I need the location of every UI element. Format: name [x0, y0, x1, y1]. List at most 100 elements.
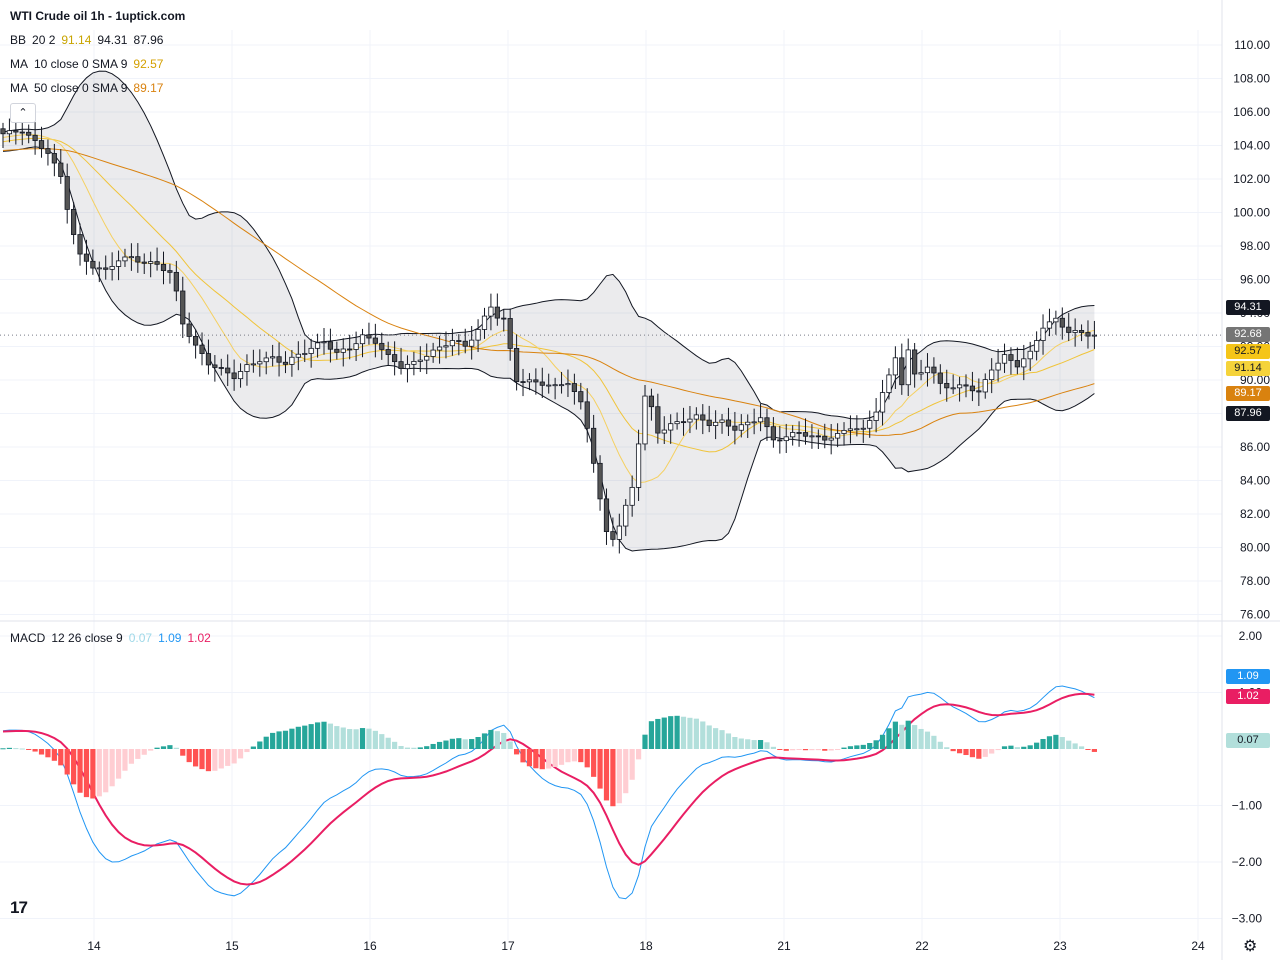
candle-83: [533, 368, 539, 395]
macd-hist-bar-118: [757, 740, 764, 749]
chevron-up-icon[interactable]: ⌃: [10, 103, 36, 123]
macd-hist-bar-30: [193, 749, 199, 767]
legend-macd[interactable]: MACD 12 26 close 9 0.07 1.09 1.02: [10, 630, 217, 646]
macd-hist-bar-41: [263, 736, 269, 749]
gear-icon[interactable]: ⚙: [1243, 938, 1258, 955]
candle-32: [205, 339, 212, 375]
macd-hist-bar-163: [1046, 736, 1053, 749]
candle-40: [257, 349, 263, 377]
candle-11: [71, 202, 77, 245]
tradingview-logo[interactable]: 17: [10, 898, 28, 917]
candle-19: [122, 248, 128, 267]
ma50-line: [2, 148, 1095, 436]
macd-hist-bar-151: [969, 749, 976, 758]
macd-hist-bar-59: [379, 734, 385, 749]
macd-hist-bar-83: [533, 749, 539, 769]
legend-ma50[interactable]: MA 50 close 0 SMA 9 89.17: [10, 80, 169, 96]
macd-hist-bar-13: [83, 749, 90, 798]
candle-15: [96, 261, 102, 283]
macd-hist-bar-32: [205, 749, 212, 772]
macd-hist-bar-37: [237, 749, 244, 759]
candle-124: [796, 421, 802, 447]
macd-hist-bar-116: [745, 739, 751, 749]
candle-3: [19, 121, 25, 146]
candle-111: [713, 410, 719, 440]
candle-77: [494, 293, 500, 326]
macd-hist-bar-26: [167, 745, 173, 749]
macd-hist-bar-102: [655, 718, 661, 749]
macd-hist-bar-16: [103, 749, 109, 793]
macd-hist-bar-167: [1072, 743, 1078, 749]
candle-1: [6, 118, 13, 143]
macd-hist-bar-72: [462, 739, 468, 749]
macd-hist-bar-56: [359, 728, 366, 749]
macd-hist-bar-10: [64, 749, 70, 775]
macd-hist-bar-139: [892, 721, 898, 749]
legend-bb-lower-value: 87.96: [133, 33, 164, 47]
candle-112: [719, 414, 725, 434]
macd-hist-bar-105: [674, 715, 680, 749]
candle-122: [783, 423, 789, 454]
candle-158: [1014, 347, 1020, 375]
macd-hist-bar-4: [26, 749, 32, 750]
candle-9: [58, 149, 64, 184]
candle-46: [295, 341, 301, 371]
candle-166: [1066, 312, 1072, 342]
macd-hist-bar-63: [404, 747, 411, 749]
candle-85: [546, 373, 552, 394]
candle-121: [777, 425, 783, 454]
price-tick-4: 102.00: [1233, 172, 1270, 186]
candle-145: [931, 357, 937, 384]
macd-hist-bar-78: [501, 732, 507, 749]
macd-hist-bar-79: [507, 741, 513, 749]
candle-134: [860, 419, 866, 443]
last-price-tag: 92.68: [1226, 327, 1270, 343]
bb-lower-tag: 87.96: [1226, 406, 1270, 422]
macd-hist-bar-43: [276, 731, 282, 749]
macd-hist-bar-62: [398, 745, 404, 749]
macd-hist-bar-84: [539, 749, 545, 770]
macd-hist-bar-70: [449, 738, 455, 749]
macd-hist-bar-73: [469, 739, 475, 749]
macd-hist-bar-131: [841, 747, 847, 749]
macd-hist-bar-18: [115, 749, 122, 779]
legend-ma50-value: 89.17: [133, 81, 164, 95]
candle-90: [578, 382, 584, 410]
macd-hist-bar-95: [610, 749, 616, 807]
candle-17: [109, 252, 115, 281]
candle-123: [790, 425, 796, 446]
macd-hist-bar-149: [956, 749, 963, 754]
candle-95: [610, 517, 616, 547]
legend-ma10-params: 10 close 0 SMA 9: [34, 57, 128, 71]
candle-80: [514, 334, 520, 391]
candle-51: [327, 328, 334, 363]
macd-hist-bar-52: [334, 726, 340, 749]
candle-114: [732, 411, 738, 445]
macd-hist-bar-147: [944, 747, 950, 749]
candle-20: [128, 243, 134, 271]
macd-pane: [0, 715, 1097, 807]
candle-36: [231, 359, 237, 391]
price-tick-5: 100.00: [1233, 206, 1270, 220]
candle-28: [180, 276, 186, 339]
macd-hist-bar-80: [514, 749, 520, 755]
legend-bb[interactable]: BB 20 2 91.14 94.31 87.96: [10, 32, 169, 48]
candle-101: [648, 388, 655, 421]
candle-0: [0, 122, 6, 149]
legend-ma10[interactable]: MA 10 close 0 SMA 9 92.57: [10, 56, 169, 72]
candle-99: [635, 429, 642, 501]
candle-104: [668, 414, 674, 444]
candle-58: [372, 323, 378, 358]
bb-area: [3, 71, 1095, 551]
candle-55: [353, 331, 359, 361]
histogram-tag: 0.07: [1226, 733, 1270, 749]
candle-109: [700, 404, 706, 435]
candle-113: [725, 407, 732, 436]
candle-153: [982, 373, 988, 399]
macd-line-tag: 1.09: [1226, 669, 1270, 685]
candle-22: [141, 253, 147, 275]
candle-148: [950, 374, 956, 394]
legend-ma50-params: 50 close 0 SMA 9: [34, 81, 128, 95]
macd-hist-bar-9: [58, 749, 64, 766]
